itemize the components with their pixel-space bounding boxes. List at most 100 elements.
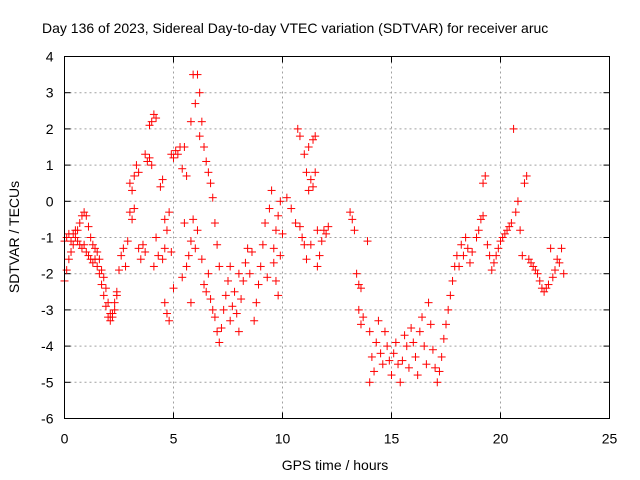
data-point: [123, 237, 132, 246]
data-point: [407, 324, 416, 332]
data-point: [171, 146, 180, 155]
data-point: [62, 266, 71, 275]
data-point: [250, 316, 259, 325]
data-point: [442, 320, 450, 329]
data-point: [130, 171, 139, 180]
data-point: [119, 244, 128, 253]
data-point: [191, 244, 200, 253]
data-point: [62, 233, 71, 242]
data-point: [494, 244, 503, 253]
data-point: [206, 179, 215, 188]
data-point: [359, 313, 368, 322]
data-point: [300, 150, 309, 159]
data-point: [261, 219, 270, 228]
data-point: [522, 171, 531, 180]
data-point: [400, 331, 409, 340]
data-point: [215, 262, 224, 271]
data-point: [461, 233, 470, 242]
data-point: [446, 291, 455, 300]
data-point: [415, 327, 424, 336]
data-point: [444, 305, 453, 314]
data-point: [141, 247, 150, 256]
data-point: [86, 233, 95, 242]
data-point: [134, 244, 143, 253]
data-point: [91, 244, 100, 253]
data-point: [82, 211, 91, 220]
data-point: [295, 132, 304, 141]
data-point: [152, 114, 161, 123]
data-point: [555, 258, 564, 267]
data-point: [411, 352, 420, 361]
x-tick-labels: 0 5 10 15 20 25: [61, 431, 618, 447]
data-point: [202, 287, 211, 296]
data-point: [132, 161, 141, 170]
data-point: [516, 226, 525, 235]
data-point: [169, 284, 178, 293]
data-point: [69, 229, 78, 238]
data-point: [389, 349, 398, 358]
data-point: [376, 349, 385, 358]
data-point: [540, 287, 549, 296]
data-point: [311, 132, 320, 141]
data-point: [234, 269, 243, 278]
data-point: [274, 211, 283, 220]
data-point: [97, 266, 106, 275]
data-point: [110, 298, 119, 307]
data-point: [237, 295, 246, 304]
data-point: [210, 313, 219, 322]
data-point: [524, 255, 533, 264]
data-point: [195, 132, 204, 141]
data-point: [513, 197, 522, 206]
data-point: [559, 269, 568, 278]
data-point: [424, 298, 433, 307]
data-point: [234, 327, 243, 336]
data-point: [354, 280, 363, 289]
y-tick-label: 3: [46, 85, 54, 101]
data-point: [276, 251, 285, 260]
data-point: [544, 280, 553, 289]
data-point: [158, 175, 167, 184]
data-point: [215, 338, 224, 347]
data-point: [169, 153, 178, 162]
data-point: [322, 229, 331, 238]
data-point: [193, 226, 202, 235]
data-point: [154, 251, 163, 260]
data-point: [435, 367, 444, 376]
data-point: [489, 258, 498, 267]
data-point: [93, 262, 102, 271]
data-point: [468, 247, 477, 256]
data-point: [354, 305, 363, 314]
data-point: [145, 121, 154, 130]
data-point: [309, 182, 318, 191]
data-point: [73, 237, 82, 246]
data-point: [202, 157, 211, 166]
data-point: [186, 117, 195, 126]
data-point: [531, 266, 540, 275]
y-tick-label: -1: [41, 230, 54, 246]
data-point: [529, 262, 538, 271]
data-point: [433, 378, 442, 387]
data-point: [398, 356, 407, 365]
x-tick-label: 5: [170, 431, 178, 447]
data-point: [160, 298, 169, 307]
data-point: [437, 352, 446, 361]
x-tick-label: 20: [493, 431, 509, 447]
data-point: [67, 247, 76, 256]
data-point: [160, 215, 169, 224]
grid: [64, 56, 610, 419]
data-point: [269, 244, 278, 253]
data-point: [193, 70, 202, 79]
data-point: [200, 280, 209, 289]
data-point: [319, 226, 328, 235]
data-point: [88, 240, 97, 249]
data-point: [271, 276, 280, 285]
data-point: [128, 186, 137, 195]
chart-title: Day 136 of 2023, Sidereal Day-to-day VTE…: [42, 20, 548, 36]
data-point: [258, 240, 267, 249]
data-points: [60, 70, 568, 387]
data-point: [213, 240, 222, 249]
data-point: [182, 171, 191, 180]
data-point: [271, 226, 280, 235]
data-point: [213, 327, 222, 336]
data-point: [117, 251, 126, 260]
